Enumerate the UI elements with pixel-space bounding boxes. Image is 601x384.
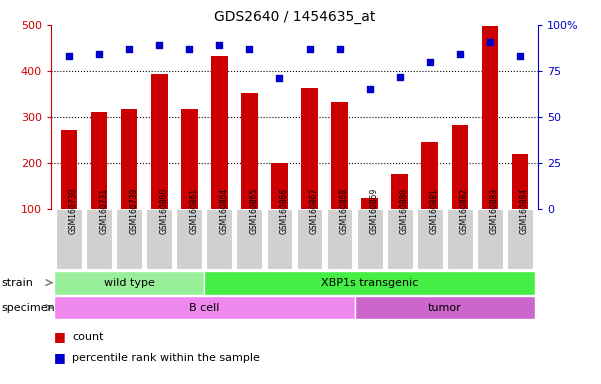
Text: GSM160739: GSM160739 xyxy=(129,188,138,234)
Bar xyxy=(355,296,535,319)
Bar xyxy=(91,112,108,209)
Bar xyxy=(147,209,172,269)
Text: GSM160861: GSM160861 xyxy=(189,188,198,234)
Bar xyxy=(301,88,318,209)
Bar xyxy=(507,209,533,269)
Bar xyxy=(331,103,348,209)
Point xyxy=(245,46,254,52)
Bar xyxy=(207,209,233,269)
Text: GSM160865: GSM160865 xyxy=(249,188,258,234)
Point xyxy=(154,42,164,48)
Point xyxy=(305,46,314,52)
Bar xyxy=(511,154,528,209)
Text: tumor: tumor xyxy=(428,303,462,313)
Bar xyxy=(481,26,498,209)
Bar xyxy=(297,209,322,269)
Text: B cell: B cell xyxy=(189,303,219,313)
Text: XBP1s transgenic: XBP1s transgenic xyxy=(321,278,418,288)
Bar xyxy=(327,209,352,269)
Text: wild type: wild type xyxy=(104,278,154,288)
Bar xyxy=(87,209,112,269)
Text: GSM160866: GSM160866 xyxy=(279,188,288,234)
Bar xyxy=(451,126,468,209)
Text: GSM160731: GSM160731 xyxy=(99,188,108,234)
Bar xyxy=(181,109,198,209)
Bar xyxy=(241,93,258,209)
Bar xyxy=(271,163,288,209)
Bar xyxy=(54,271,204,295)
Bar xyxy=(177,209,202,269)
Bar xyxy=(56,209,82,269)
Text: ■: ■ xyxy=(54,351,66,364)
Text: strain: strain xyxy=(1,278,33,288)
Point xyxy=(275,75,284,81)
Text: GSM160882: GSM160882 xyxy=(460,188,469,234)
Text: GSM160860: GSM160860 xyxy=(159,188,168,234)
Text: GSM160883: GSM160883 xyxy=(490,188,499,234)
Bar xyxy=(54,296,355,319)
Bar xyxy=(361,198,378,209)
Text: GSM160730: GSM160730 xyxy=(69,188,78,234)
Bar xyxy=(236,209,262,269)
Point xyxy=(64,53,74,60)
Bar xyxy=(387,209,412,269)
Text: GSM160869: GSM160869 xyxy=(370,188,379,234)
Text: GDS2640 / 1454635_at: GDS2640 / 1454635_at xyxy=(214,10,375,23)
Point xyxy=(515,53,525,60)
Bar xyxy=(477,209,502,269)
Text: GSM160864: GSM160864 xyxy=(219,188,228,234)
Text: count: count xyxy=(72,332,103,342)
Text: GSM160881: GSM160881 xyxy=(430,188,439,234)
Bar xyxy=(211,56,228,209)
Point xyxy=(124,46,134,52)
Bar xyxy=(357,209,382,269)
Bar xyxy=(151,74,168,209)
Point xyxy=(395,73,404,79)
Text: GSM160868: GSM160868 xyxy=(340,188,349,234)
Point xyxy=(215,42,224,48)
Bar xyxy=(421,142,438,209)
Point xyxy=(485,38,495,45)
Point xyxy=(185,46,194,52)
Text: ■: ■ xyxy=(54,330,66,343)
Bar xyxy=(61,130,78,209)
Bar xyxy=(117,209,142,269)
Text: percentile rank within the sample: percentile rank within the sample xyxy=(72,353,260,363)
Bar xyxy=(391,174,408,209)
Text: specimen: specimen xyxy=(1,303,55,313)
Bar xyxy=(447,209,472,269)
Bar xyxy=(417,209,442,269)
Point xyxy=(335,46,344,52)
Point xyxy=(365,86,374,93)
Point xyxy=(455,51,465,58)
Bar xyxy=(204,271,535,295)
Point xyxy=(425,59,435,65)
Text: GSM160880: GSM160880 xyxy=(400,188,409,234)
Bar xyxy=(121,109,138,209)
Text: GSM160867: GSM160867 xyxy=(310,188,319,234)
Text: GSM160884: GSM160884 xyxy=(520,188,529,234)
Bar xyxy=(267,209,293,269)
Point xyxy=(94,51,104,58)
